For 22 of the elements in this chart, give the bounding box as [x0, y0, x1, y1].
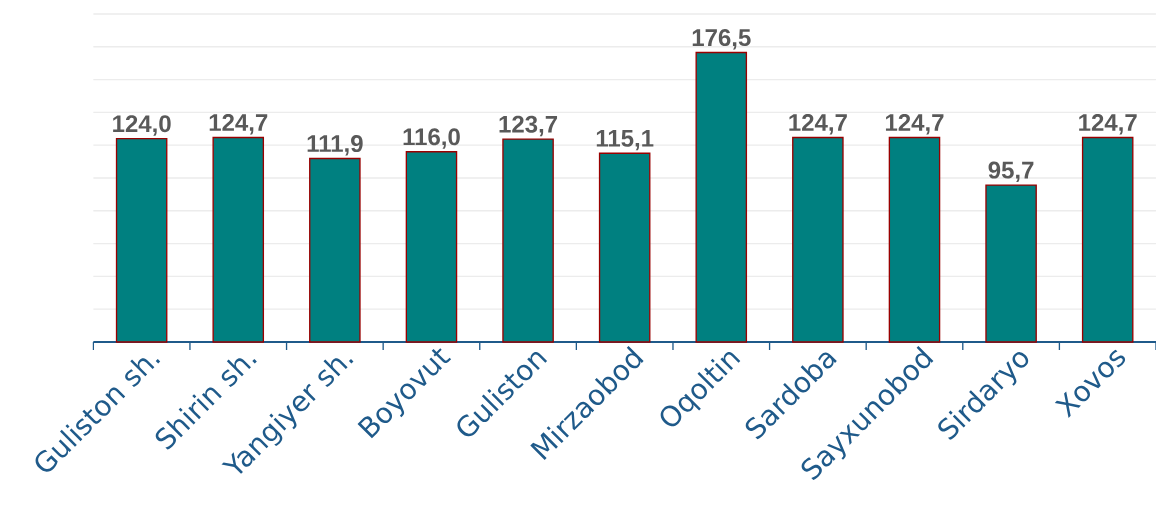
data-label: 124,7	[1079, 114, 1137, 135]
bar	[309, 157, 361, 343]
bar	[1081, 136, 1134, 343]
data-label: 115,1	[596, 130, 654, 151]
data-label: 124,7	[885, 114, 944, 135]
bar	[115, 137, 168, 343]
data-label: 123,7	[499, 115, 558, 137]
data-label: 95,7	[988, 161, 1034, 183]
bar	[792, 136, 844, 343]
bar	[985, 184, 1037, 343]
data-label: 116,0	[403, 128, 460, 149]
bar	[502, 138, 554, 343]
data-label: 124,0	[113, 115, 171, 136]
bar	[212, 136, 265, 343]
data-label: 124,7	[789, 114, 847, 135]
bar	[598, 152, 651, 343]
bar	[405, 151, 458, 343]
bar	[888, 136, 941, 343]
data-label: 124,7	[209, 114, 268, 135]
data-label: 111,9	[307, 135, 363, 156]
data-label: 176,5	[692, 29, 751, 50]
bar	[695, 51, 748, 343]
